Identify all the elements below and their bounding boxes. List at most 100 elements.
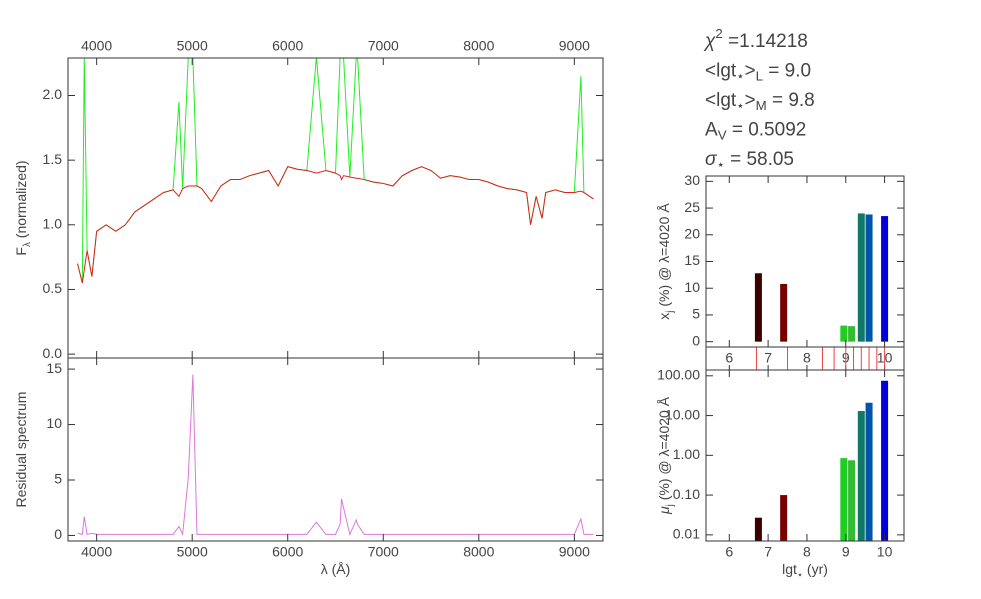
y-tick-label: 5 — [54, 471, 62, 487]
bar — [754, 517, 762, 541]
x-tick-label: 10 — [877, 544, 893, 560]
y-tick-label: 10 — [684, 279, 700, 295]
x-tick-label: 6 — [725, 544, 733, 560]
label-part: λ (Å) — [321, 561, 351, 577]
bar — [780, 495, 788, 541]
x-axis-title: λ (Å) — [321, 561, 351, 577]
y-tick-label: 15 — [684, 252, 700, 268]
x-tick-label: 8000 — [463, 38, 494, 54]
x-tick-label: 7 — [764, 544, 772, 560]
x-tick-label: 8 — [803, 544, 811, 560]
x-tick-label: 7 — [764, 350, 772, 366]
y-tick-label: 1.0 — [43, 216, 63, 232]
x-tick-label: 8000 — [463, 544, 494, 560]
y-tick-label: 100.00 — [657, 367, 700, 383]
bar — [848, 326, 856, 342]
x-tick-label: 8 — [803, 350, 811, 366]
y-tick-label: 30 — [684, 172, 700, 188]
label-part: ⋆ — [736, 68, 744, 83]
x-tick-label: 5000 — [177, 544, 208, 560]
label-part: M — [756, 98, 767, 113]
fit-annotation: σ⋆ = 58.05 — [705, 149, 794, 172]
label-part: (normalized) — [13, 160, 29, 242]
label-part: = 58.05 — [725, 149, 794, 170]
y-tick-label: 0.01 — [673, 526, 700, 542]
y-axis-title: Fλ (normalized) — [13, 160, 33, 255]
y-tick-label: 25 — [684, 199, 700, 215]
y-tick-label: 1.00 — [673, 446, 700, 462]
x-tick-label: 6 — [725, 350, 733, 366]
y-tick-label: 0 — [692, 332, 700, 348]
label-part: <lgt — [705, 61, 737, 82]
y-tick-label: 20 — [684, 225, 700, 241]
label-part: =1.14218 — [723, 31, 808, 52]
y-tick-label: 10 — [46, 415, 62, 431]
y-tick-label: 0.10 — [673, 486, 700, 502]
spectrum-line — [77, 166, 594, 284]
label-part: ⋆ — [797, 570, 803, 581]
x-tick-label: 6000 — [272, 544, 303, 560]
y-tick-label: 0.0 — [43, 345, 63, 361]
label-part: = 9.0 — [763, 61, 811, 82]
label-part: j — [665, 504, 676, 507]
label-part: F — [13, 247, 29, 256]
bar — [865, 402, 873, 541]
label-part: σ — [705, 149, 718, 170]
label-part: (yr) — [803, 561, 828, 577]
label-part: A — [705, 120, 718, 141]
x-tick-label: 4000 — [81, 38, 112, 54]
y-tick-label: 15 — [46, 360, 62, 376]
x-tick-label: 4000 — [81, 544, 112, 560]
fit-annotation: AV = 0.5092 — [705, 120, 806, 143]
x-axis-title: lgt⋆ (yr) — [782, 561, 828, 581]
label-part: Residual spectrum — [13, 392, 29, 508]
label-part: = 9.8 — [767, 90, 815, 111]
label-part: 2 — [715, 26, 722, 41]
plot-frame — [67, 57, 604, 359]
label-part: (%) @ λ=4020 Å — [656, 396, 672, 504]
bar — [865, 214, 873, 342]
plot-frame — [705, 369, 905, 542]
label-part: χ — [703, 31, 716, 52]
label-part: L — [756, 68, 763, 83]
y-tick-label: 0.5 — [43, 280, 63, 296]
label-part: j — [665, 311, 676, 314]
y-axis-title: xj (%) @ λ=4020 Å — [656, 203, 676, 320]
label-part: x — [656, 313, 672, 320]
spectrum-line — [77, 374, 594, 537]
y-tick-label: 0 — [54, 526, 62, 542]
y-axis-title: Residual spectrum — [13, 392, 29, 508]
x-tick-label: 7000 — [368, 38, 399, 54]
bar — [881, 380, 889, 541]
x-tick-label: 9000 — [559, 544, 590, 560]
x-tick-label: 5000 — [177, 38, 208, 54]
label-part: λ — [22, 242, 33, 247]
spectrum-line — [77, 58, 594, 284]
plot-frame — [67, 357, 604, 542]
bar — [848, 460, 856, 541]
y-tick-label: 10.00 — [665, 406, 700, 422]
x-tick-label: 9 — [842, 544, 850, 560]
x-tick-label: 9000 — [559, 38, 590, 54]
label-part: > — [745, 90, 756, 111]
y-tick-label: 1.5 — [43, 151, 63, 167]
label-part: ⋆ — [736, 98, 744, 113]
fit-annotation: <lgt⋆>M = 9.8 — [705, 90, 815, 113]
bar — [754, 273, 762, 342]
bar — [840, 325, 848, 342]
y-tick-label: 2.0 — [43, 86, 63, 102]
label-part: ⋆ — [716, 157, 724, 172]
bar — [780, 283, 788, 342]
y-axis-title: μj (%) @ λ=4020 Å — [656, 396, 676, 515]
label-part: V — [718, 127, 727, 142]
y-tick-label: 5 — [692, 306, 700, 322]
fit-annotation: χ2 =1.14218 — [703, 26, 808, 53]
label-part: (%) @ λ=4020 Å — [656, 203, 672, 311]
bar — [881, 216, 889, 342]
label-part: μ — [656, 506, 672, 515]
plot-frame — [705, 175, 905, 348]
bar — [857, 411, 865, 541]
label-part: lgt — [782, 561, 797, 577]
bar — [857, 213, 865, 342]
